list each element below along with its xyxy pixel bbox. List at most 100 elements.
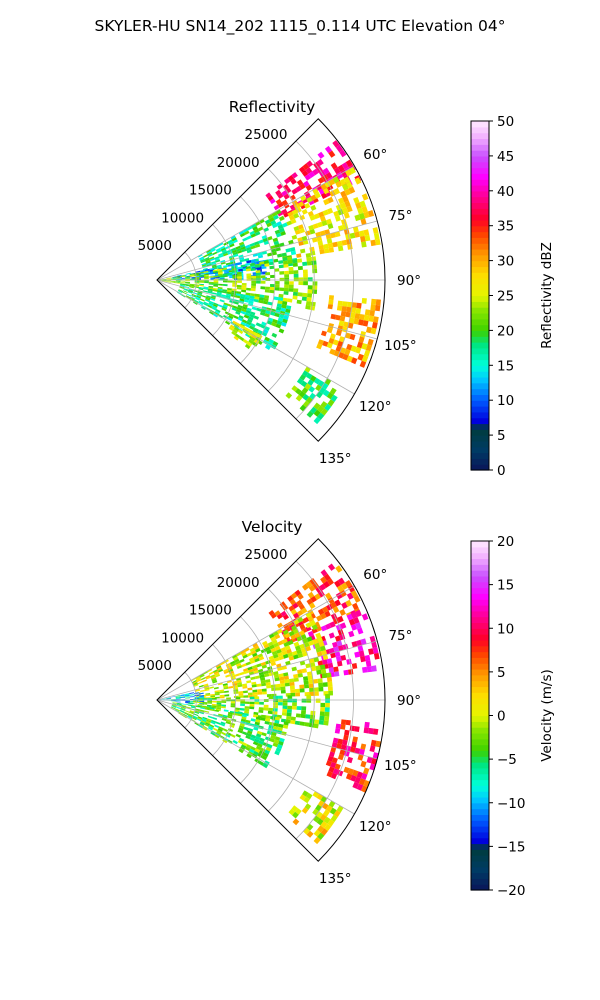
echo-cell <box>287 595 294 602</box>
echo-cell <box>295 645 301 651</box>
echo-cell <box>172 703 177 705</box>
echo-cell <box>204 710 210 713</box>
echo-cell <box>305 301 312 306</box>
echo-cell <box>275 683 281 688</box>
echo-cell <box>306 698 312 703</box>
echo-cell <box>277 622 283 629</box>
echo-cell <box>254 675 260 680</box>
echo-cell <box>241 652 247 657</box>
echo-cell <box>198 301 203 306</box>
echo-cell <box>249 298 255 302</box>
echo-cell <box>209 708 215 712</box>
echo-cell <box>213 284 219 287</box>
echo-cell <box>224 270 229 273</box>
echo-cell <box>199 256 204 260</box>
echo-cell <box>333 810 341 818</box>
echo-cell <box>253 655 259 660</box>
colorbar-tick-label: 0 <box>497 463 506 479</box>
echo-cell <box>334 671 340 677</box>
echo-cell <box>264 749 270 755</box>
echo-cell <box>273 653 279 659</box>
echo-cell <box>166 277 171 279</box>
echo-cell <box>243 670 249 675</box>
echo-cell <box>194 274 200 277</box>
echo-cell <box>304 803 312 810</box>
echo-cell <box>246 753 252 759</box>
echo-cell <box>326 672 332 678</box>
echo-cell <box>330 313 336 320</box>
echo-cell <box>188 713 194 717</box>
colorbar-band <box>471 791 489 798</box>
echo-cell <box>332 737 339 744</box>
echo-cell <box>225 674 231 678</box>
echo-cell <box>348 585 355 593</box>
echo-cell <box>206 295 212 298</box>
echo-cell <box>244 299 250 303</box>
echo-cell <box>306 694 312 699</box>
echo-cell <box>323 573 331 581</box>
echo-cell <box>228 241 234 246</box>
echo-cell <box>331 742 338 748</box>
echo-cell <box>365 344 372 352</box>
echo-cell <box>350 590 358 598</box>
echo-cell <box>184 710 190 713</box>
echo-cell <box>207 700 212 703</box>
echo-cell <box>334 580 341 588</box>
echo-cell <box>190 296 196 300</box>
echo-cell <box>292 602 299 609</box>
echo-cell <box>270 661 277 667</box>
echo-cell <box>367 338 374 346</box>
echo-cell <box>329 348 336 355</box>
echo-cell <box>306 636 313 642</box>
echo-cell <box>290 634 297 640</box>
echo-cell <box>327 196 334 204</box>
echo-cell <box>337 754 344 761</box>
echo-cell <box>255 264 260 268</box>
echo-cell <box>304 174 312 181</box>
echo-cell <box>335 314 341 321</box>
echo-cell <box>253 339 260 345</box>
echo-cell <box>215 663 221 668</box>
echo-cell <box>215 259 221 263</box>
range-tick-label: 10000 <box>161 210 204 226</box>
echo-cell <box>309 718 315 724</box>
echo-cell <box>279 737 285 743</box>
echo-cell <box>224 690 229 693</box>
echo-cell <box>189 284 195 287</box>
echo-cell <box>373 652 380 660</box>
echo-cell <box>221 294 227 298</box>
echo-cell <box>241 308 247 313</box>
echo-cell <box>284 284 289 289</box>
echo-cell <box>303 796 310 804</box>
echo-cell <box>343 321 349 328</box>
echo-cell <box>250 267 256 271</box>
echo-cell <box>318 641 325 647</box>
echo-cell <box>186 293 192 297</box>
echo-cell <box>240 321 246 326</box>
echo-cell <box>176 705 182 708</box>
azimuth-tick-label: 90° <box>397 693 421 709</box>
echo-cell <box>317 608 325 616</box>
echo-cell <box>366 326 372 334</box>
echo-cell <box>213 670 219 675</box>
echo-cell <box>205 693 211 695</box>
echo-cell <box>179 286 185 289</box>
echo-cell <box>263 699 269 702</box>
echo-cell <box>249 313 255 318</box>
colorbar-label: Reflectivity dBZ <box>539 242 555 349</box>
echo-cell <box>324 716 330 722</box>
echo-cell <box>369 635 376 643</box>
echo-cell <box>199 711 204 715</box>
echo-cell <box>287 705 293 710</box>
colorbar-band <box>471 266 489 273</box>
echo-cell <box>226 697 231 700</box>
echo-cell <box>313 836 321 845</box>
echo-cell <box>274 284 280 288</box>
echo-cell <box>286 220 293 226</box>
echo-cell <box>274 281 280 285</box>
echo-cell <box>260 661 267 666</box>
echo-cell <box>175 282 181 284</box>
echo-cell <box>200 258 205 262</box>
echo-cell <box>315 632 322 639</box>
